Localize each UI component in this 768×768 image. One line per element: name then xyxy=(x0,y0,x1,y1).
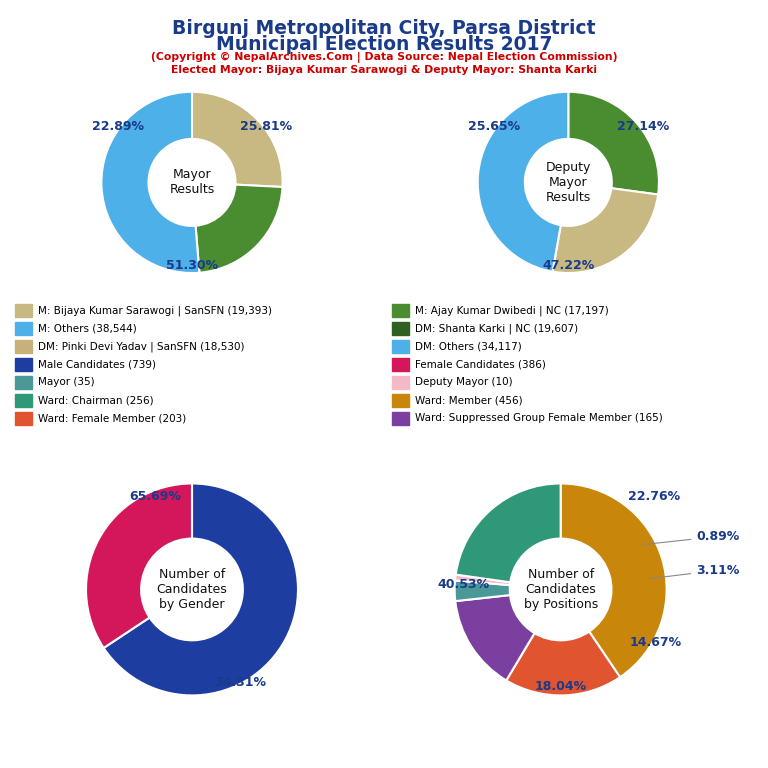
Wedge shape xyxy=(506,631,620,695)
Text: 51.30%: 51.30% xyxy=(166,260,218,273)
Text: 65.69%: 65.69% xyxy=(129,490,180,503)
Text: 40.53%: 40.53% xyxy=(437,578,489,591)
Text: Mayor
Results: Mayor Results xyxy=(170,168,214,197)
Text: M: Ajay Kumar Dwibedi | NC (17,197): M: Ajay Kumar Dwibedi | NC (17,197) xyxy=(415,305,608,316)
Bar xyxy=(392,412,409,425)
Text: Ward: Member (456): Ward: Member (456) xyxy=(415,396,522,406)
Text: Deputy
Mayor
Results: Deputy Mayor Results xyxy=(545,161,591,204)
Text: M: Bijaya Kumar Sarawogi | SanSFN (19,393): M: Bijaya Kumar Sarawogi | SanSFN (19,39… xyxy=(38,305,273,316)
Text: 0.89%: 0.89% xyxy=(643,530,740,545)
Wedge shape xyxy=(196,184,283,273)
Bar xyxy=(15,340,32,353)
Text: 22.89%: 22.89% xyxy=(91,120,144,133)
Text: 25.65%: 25.65% xyxy=(468,120,520,133)
Text: DM: Others (34,117): DM: Others (34,117) xyxy=(415,341,521,351)
Wedge shape xyxy=(455,595,535,680)
Wedge shape xyxy=(104,484,298,695)
Bar xyxy=(15,394,32,407)
Text: Number of
Candidates
by Positions: Number of Candidates by Positions xyxy=(524,568,598,611)
Bar xyxy=(392,358,409,371)
Wedge shape xyxy=(478,92,568,272)
Text: 47.22%: 47.22% xyxy=(542,260,594,273)
Bar xyxy=(392,304,409,317)
Text: 34.31%: 34.31% xyxy=(214,676,266,689)
Text: Mayor (35): Mayor (35) xyxy=(38,377,95,387)
Bar xyxy=(15,412,32,425)
Text: 22.76%: 22.76% xyxy=(628,490,680,503)
Bar xyxy=(15,376,32,389)
Bar xyxy=(15,358,32,371)
Text: DM: Shanta Karki | NC (19,607): DM: Shanta Karki | NC (19,607) xyxy=(415,323,578,333)
Bar xyxy=(392,322,409,335)
Wedge shape xyxy=(552,188,658,273)
Wedge shape xyxy=(86,483,192,648)
Text: Female Candidates (386): Female Candidates (386) xyxy=(415,359,545,369)
Text: Municipal Election Results 2017: Municipal Election Results 2017 xyxy=(216,35,552,54)
Text: 3.11%: 3.11% xyxy=(650,564,740,578)
Text: Ward: Suppressed Group Female Member (165): Ward: Suppressed Group Female Member (16… xyxy=(415,413,663,423)
Text: Ward: Chairman (256): Ward: Chairman (256) xyxy=(38,396,154,406)
Wedge shape xyxy=(192,92,283,187)
Wedge shape xyxy=(455,574,510,585)
Bar xyxy=(392,376,409,389)
Wedge shape xyxy=(455,484,561,582)
Text: 14.67%: 14.67% xyxy=(630,636,682,649)
Wedge shape xyxy=(101,92,200,273)
Wedge shape xyxy=(568,92,659,194)
Bar xyxy=(392,394,409,407)
Text: Deputy Mayor (10): Deputy Mayor (10) xyxy=(415,377,512,387)
Text: Birgunj Metropolitan City, Parsa District: Birgunj Metropolitan City, Parsa Distric… xyxy=(172,19,596,38)
Text: 27.14%: 27.14% xyxy=(617,120,669,133)
Wedge shape xyxy=(455,581,510,601)
Bar xyxy=(15,304,32,317)
Text: 18.04%: 18.04% xyxy=(535,680,587,694)
Text: 25.81%: 25.81% xyxy=(240,120,293,133)
Bar xyxy=(392,340,409,353)
Text: Number of
Candidates
by Gender: Number of Candidates by Gender xyxy=(157,568,227,611)
Bar xyxy=(15,322,32,335)
Text: Elected Mayor: Bijaya Kumar Sarawogi & Deputy Mayor: Shanta Karki: Elected Mayor: Bijaya Kumar Sarawogi & D… xyxy=(171,65,597,74)
Text: Male Candidates (739): Male Candidates (739) xyxy=(38,359,157,369)
Text: (Copyright © NepalArchives.Com | Data Source: Nepal Election Commission): (Copyright © NepalArchives.Com | Data So… xyxy=(151,52,617,63)
Text: DM: Pinki Devi Yadav | SanSFN (18,530): DM: Pinki Devi Yadav | SanSFN (18,530) xyxy=(38,341,245,352)
Text: M: Others (38,544): M: Others (38,544) xyxy=(38,323,137,333)
Wedge shape xyxy=(561,484,667,677)
Text: Ward: Female Member (203): Ward: Female Member (203) xyxy=(38,413,187,423)
